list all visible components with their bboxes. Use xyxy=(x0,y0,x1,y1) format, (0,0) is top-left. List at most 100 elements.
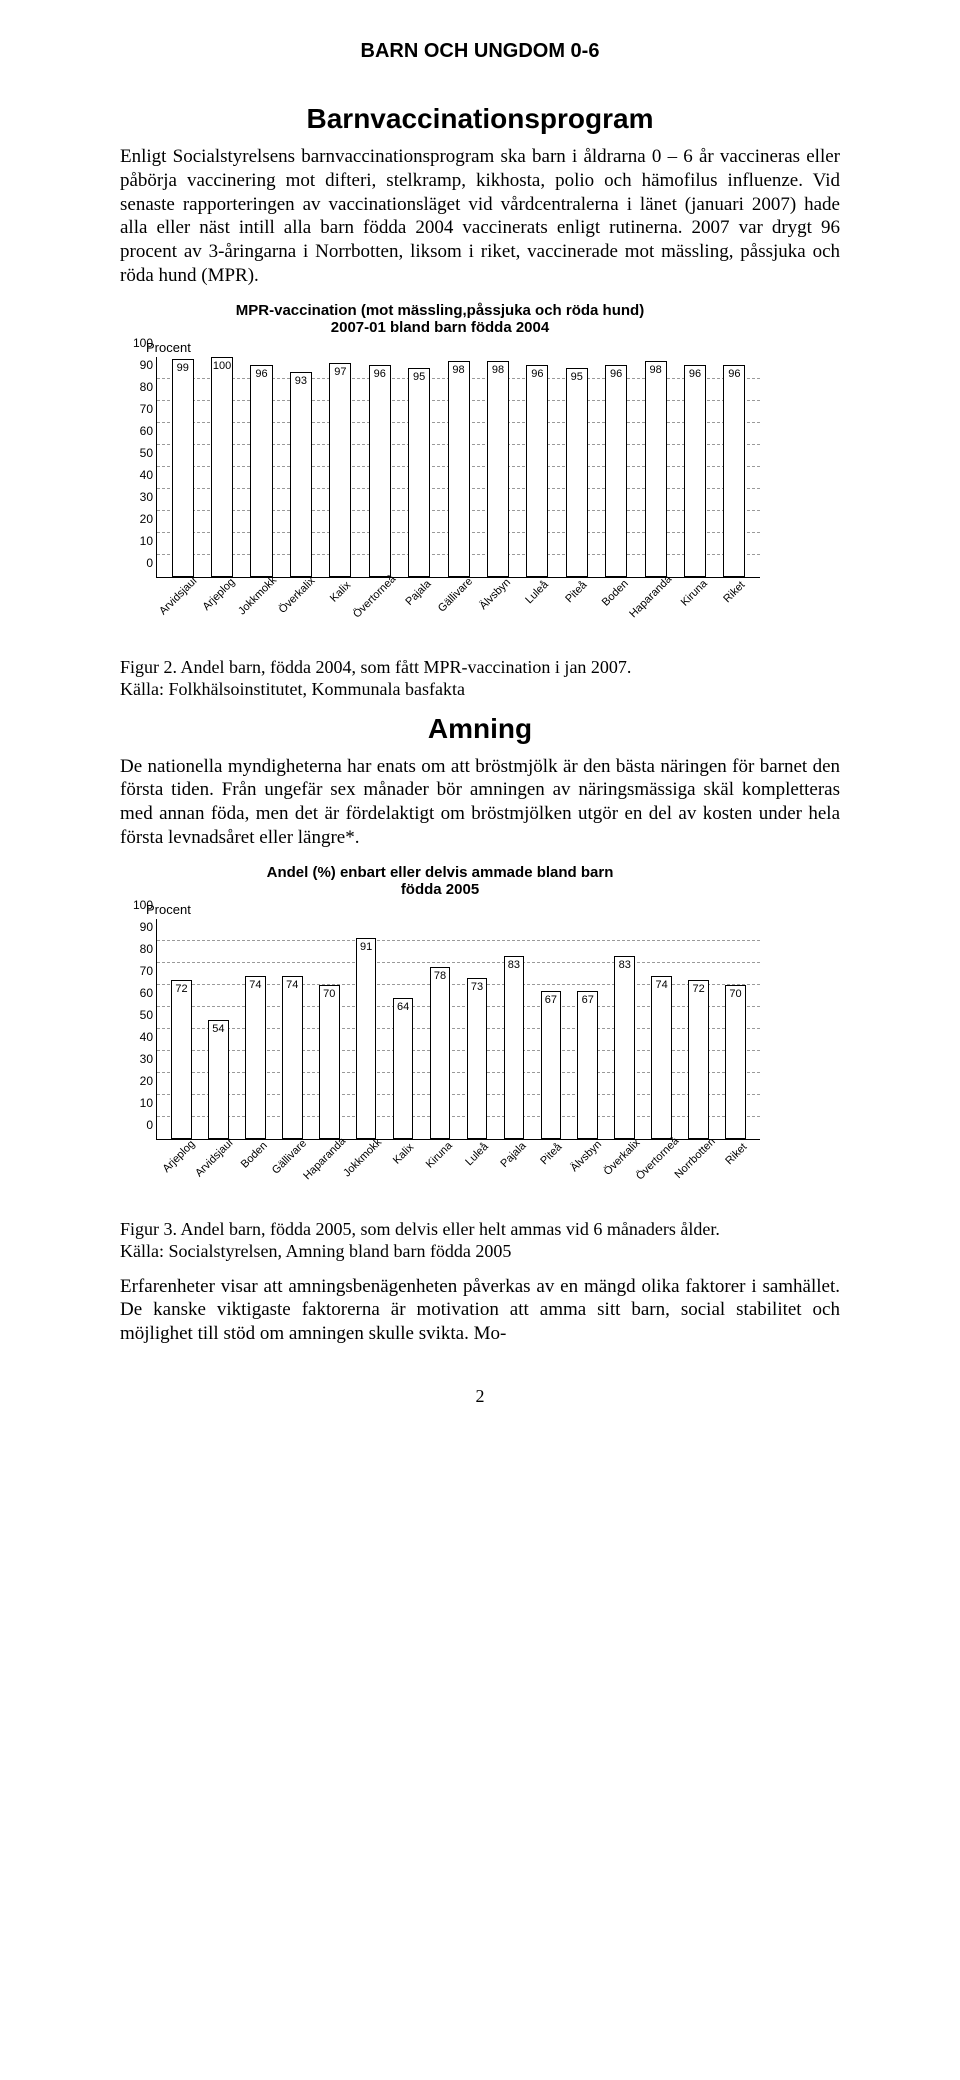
bar: 98 xyxy=(645,361,667,577)
bar-column: 74 xyxy=(274,919,311,1139)
y-tick: 0 xyxy=(125,1118,153,1132)
x-label: Piteå xyxy=(532,1140,569,1212)
x-label: Övertorneå xyxy=(643,1140,680,1212)
bar: 93 xyxy=(290,372,312,577)
bar: 98 xyxy=(487,361,509,577)
x-label: Pajala xyxy=(495,1140,532,1212)
bar-value: 74 xyxy=(656,979,668,991)
bar-column: 73 xyxy=(459,919,496,1139)
bar-value: 70 xyxy=(323,988,335,1000)
x-label: Norrbotten xyxy=(680,1140,717,1212)
bar-column: 96 xyxy=(242,357,281,577)
page-header: BARN OCH UNGDOM 0-6 xyxy=(120,40,840,63)
bar-value: 83 xyxy=(508,959,520,971)
y-tick: 80 xyxy=(125,942,153,956)
bar: 91 xyxy=(356,938,377,1138)
chart2-caption: Figur 3. Andel barn, födda 2005, som del… xyxy=(120,1218,840,1263)
bar-value: 98 xyxy=(649,364,661,376)
bar-value: 74 xyxy=(249,979,261,991)
bar-value: 83 xyxy=(619,959,631,971)
bar-column: 72 xyxy=(163,919,200,1139)
chart-amning: Andel (%) enbart eller delvis ammade bla… xyxy=(120,864,760,1212)
bar-value: 96 xyxy=(531,368,543,380)
bar-value: 78 xyxy=(434,970,446,982)
bar-column: 96 xyxy=(675,357,714,577)
bar-column: 98 xyxy=(478,357,517,577)
bar-column: 96 xyxy=(715,357,754,577)
bar-value: 98 xyxy=(492,364,504,376)
bar: 67 xyxy=(541,991,562,1138)
bar-value: 54 xyxy=(212,1023,224,1035)
x-label: Pajala xyxy=(399,578,438,650)
page-number: 2 xyxy=(120,1386,840,1407)
y-tick: 90 xyxy=(125,920,153,934)
bar-column: 70 xyxy=(717,919,754,1139)
x-label: Älvsbyn xyxy=(569,1140,606,1212)
bar-value: 96 xyxy=(689,368,701,380)
bar: 95 xyxy=(408,368,430,577)
bar: 74 xyxy=(651,976,672,1139)
x-label: Haparanda xyxy=(636,578,675,650)
chart1-ylabel: Procent xyxy=(146,340,760,355)
y-tick: 10 xyxy=(125,534,153,548)
y-tick: 50 xyxy=(125,446,153,460)
bar-value: 72 xyxy=(692,983,704,995)
bar: 96 xyxy=(684,365,706,576)
bar-value: 96 xyxy=(728,368,740,380)
bar: 74 xyxy=(245,976,266,1139)
bar-column: 83 xyxy=(495,919,532,1139)
bar-column: 95 xyxy=(399,357,438,577)
bar: 64 xyxy=(393,998,414,1139)
bar-value: 74 xyxy=(286,979,298,991)
section1-title: Barnvaccinationsprogram xyxy=(120,103,840,135)
x-label: Riket xyxy=(717,1140,754,1212)
bar-column: 70 xyxy=(311,919,348,1139)
x-label: Arjeplog xyxy=(201,578,240,650)
bar-value: 67 xyxy=(582,994,594,1006)
bar: 78 xyxy=(430,967,451,1139)
chart1-caption: Figur 2. Andel barn, födda 2004, som fåt… xyxy=(120,656,840,701)
x-label: Arjeplog xyxy=(162,1140,199,1212)
x-label: Luleå xyxy=(517,578,556,650)
x-label: Jokkmokk xyxy=(347,1140,384,1212)
chart1-plot: 0102030405060708090100 99100969397969598… xyxy=(156,357,760,578)
y-tick: 100 xyxy=(125,898,153,912)
bar: 96 xyxy=(250,365,272,576)
bar: 83 xyxy=(504,956,525,1139)
y-tick: 70 xyxy=(125,402,153,416)
x-label: Kiruna xyxy=(421,1140,458,1212)
bar-column: 100 xyxy=(202,357,241,577)
chart1-title: MPR-vaccination (mot mässling,påssjuka o… xyxy=(120,302,760,336)
bar: 96 xyxy=(526,365,548,576)
y-tick: 0 xyxy=(125,556,153,570)
bar-value: 96 xyxy=(255,368,267,380)
bar-value: 100 xyxy=(213,360,231,372)
bar-column: 78 xyxy=(422,919,459,1139)
y-tick: 40 xyxy=(125,468,153,482)
bar-column: 83 xyxy=(606,919,643,1139)
x-label: Haparanda xyxy=(310,1140,347,1212)
bar-column: 96 xyxy=(360,357,399,577)
y-tick: 30 xyxy=(125,1052,153,1066)
bar-column: 98 xyxy=(439,357,478,577)
bar-column: 67 xyxy=(569,919,606,1139)
bar-column: 67 xyxy=(532,919,569,1139)
bar: 67 xyxy=(577,991,598,1138)
bar-value: 64 xyxy=(397,1001,409,1013)
bar-value: 99 xyxy=(177,362,189,374)
bar: 74 xyxy=(282,976,303,1139)
bar: 70 xyxy=(725,985,746,1139)
bar-column: 96 xyxy=(596,357,635,577)
x-label: Kiruna xyxy=(675,578,714,650)
y-tick: 80 xyxy=(125,380,153,394)
x-label: Arvidsjaur xyxy=(162,578,201,650)
bar-column: 98 xyxy=(636,357,675,577)
y-tick: 60 xyxy=(125,986,153,1000)
bar-value: 73 xyxy=(471,981,483,993)
bar-value: 97 xyxy=(334,366,346,378)
y-tick: 20 xyxy=(125,512,153,526)
section2-para: De nationella myndigheterna har enats om… xyxy=(120,755,840,850)
bar-column: 74 xyxy=(237,919,274,1139)
bar-value: 72 xyxy=(175,983,187,995)
bar-column: 91 xyxy=(348,919,385,1139)
